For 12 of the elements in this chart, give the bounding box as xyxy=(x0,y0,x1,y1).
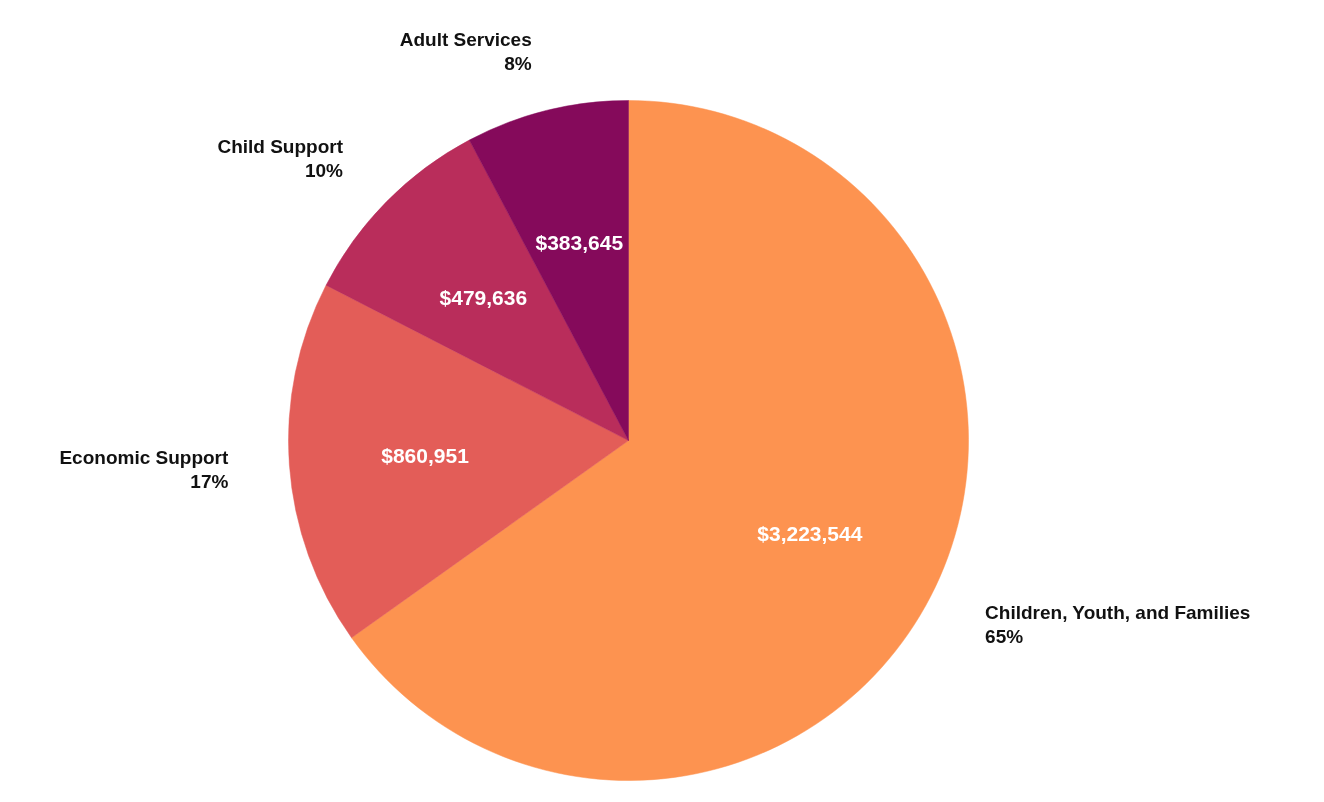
data-label: $479,636 xyxy=(439,285,528,309)
slice-label: Economic Support xyxy=(59,446,230,468)
slice-label: Adult Services xyxy=(399,28,532,50)
slice-label: Child Support xyxy=(217,136,344,158)
slice-label: Children, Youth, and Families xyxy=(985,601,1251,623)
text: 10% xyxy=(304,160,344,182)
data-label: $383,645 xyxy=(535,231,624,255)
text: 17% xyxy=(190,470,229,492)
data-label: $860,951 xyxy=(381,443,470,467)
text: 8% xyxy=(504,52,532,74)
data-label: $3,223,544 xyxy=(757,522,863,546)
text: 65% xyxy=(985,625,1024,647)
